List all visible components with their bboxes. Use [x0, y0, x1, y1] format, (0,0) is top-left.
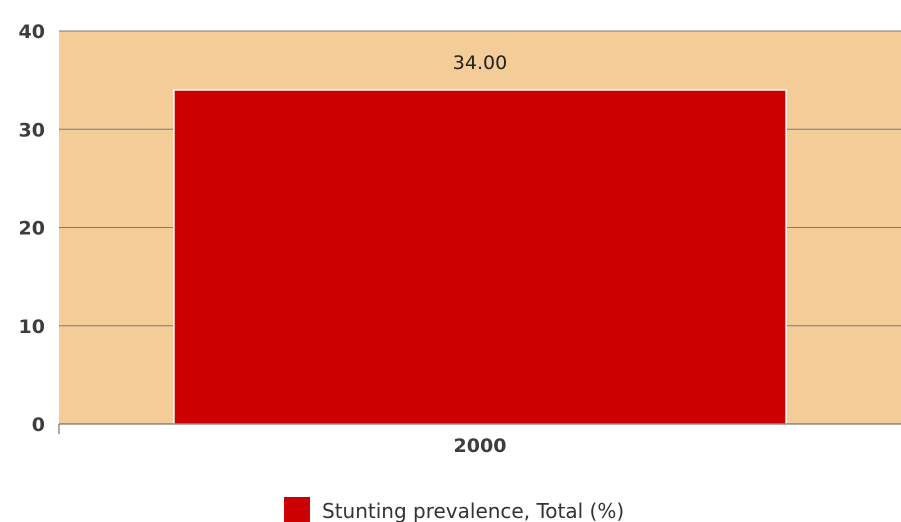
bars: 34.00 [173, 52, 787, 425]
y-tick-label-0: 0 [32, 414, 45, 436]
legend: Stunting prevalence, Total (%) [284, 497, 624, 522]
y-tick-label-10: 10 [19, 316, 45, 338]
data-label-2000: 34.00 [453, 52, 507, 74]
y-tick-label-20: 20 [19, 218, 45, 240]
y-tick-label-40: 40 [19, 21, 45, 43]
x-tick-label-2000: 2000 [454, 435, 507, 457]
y-axis-tick-labels: 0 10 20 30 40 [19, 21, 45, 436]
y-tick-label-30: 30 [19, 119, 45, 141]
x-axis: 2000 [58, 423, 901, 457]
bar-2000 [173, 89, 787, 425]
legend-swatch [284, 497, 310, 522]
legend-label: Stunting prevalence, Total (%) [322, 499, 624, 522]
